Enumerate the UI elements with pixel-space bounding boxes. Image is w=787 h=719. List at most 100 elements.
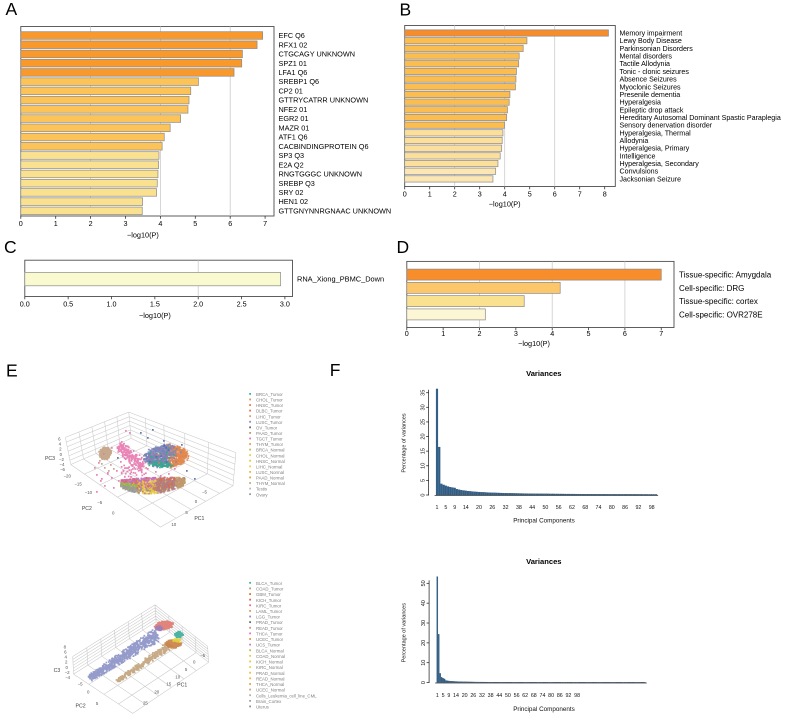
svg-text:−5: −5: [200, 653, 206, 658]
svg-text:−log10(P): −log10(P): [139, 311, 171, 320]
svg-text:SREBP1 Q6: SREBP1 Q6: [279, 77, 320, 86]
svg-text:3: 3: [514, 329, 518, 338]
svg-text:Brain_Cortex: Brain_Cortex: [256, 699, 282, 704]
svg-text:Tonic - clonic seizures: Tonic - clonic seizures: [620, 68, 690, 76]
svg-text:68: 68: [531, 693, 537, 699]
svg-text:4: 4: [158, 219, 162, 228]
svg-text:0: 0: [193, 659, 196, 664]
svg-text:UCEC_Normal: UCEC_Normal: [256, 688, 285, 693]
svg-text:GTTGNYNNRGNAAC UNKNOWN: GTTGNYNNRGNAAC UNKNOWN: [279, 207, 392, 216]
svg-text:Epileptic drop attack: Epileptic drop attack: [620, 106, 684, 114]
svg-text:3: 3: [478, 190, 482, 199]
svg-text:KICH_Tumor: KICH_Tumor: [256, 598, 282, 603]
svg-text:Convulsions: Convulsions: [620, 168, 659, 176]
svg-text:READ_Tumor: READ_Tumor: [256, 626, 283, 631]
svg-text:86: 86: [557, 693, 563, 699]
svg-text:20: 20: [421, 433, 427, 439]
svg-text:0: 0: [421, 493, 427, 496]
svg-text:35: 35: [421, 390, 427, 396]
svg-text:1.5: 1.5: [150, 300, 160, 309]
svg-text:80: 80: [548, 693, 554, 699]
svg-text:Principal Components: Principal Components: [513, 706, 575, 713]
svg-text:6: 6: [228, 219, 232, 228]
svg-text:62: 62: [522, 693, 528, 699]
svg-text:Hyperalgesia: Hyperalgesia: [620, 99, 661, 107]
svg-text:30: 30: [421, 404, 427, 410]
svg-text:5: 5: [193, 219, 197, 228]
svg-text:UCEC_Tumor: UCEC_Tumor: [256, 637, 284, 642]
svg-text:PRAD_Normal: PRAD_Normal: [256, 671, 285, 676]
svg-text:10: 10: [421, 463, 427, 469]
svg-text:SP3 Q3: SP3 Q3: [279, 151, 305, 160]
svg-text:Sensory denervation disorder: Sensory denervation disorder: [620, 122, 713, 130]
svg-text:Hyperalgesia, Primary: Hyperalgesia, Primary: [620, 145, 690, 153]
svg-text:−5: −5: [97, 500, 103, 505]
svg-text:0: 0: [60, 452, 63, 457]
svg-text:Hereditary Autosomal Dominant: Hereditary Autosomal Dominant Spastic Pa…: [620, 114, 781, 122]
svg-text:25: 25: [143, 701, 148, 706]
svg-text:LUSC_Normal: LUSC_Normal: [256, 470, 284, 475]
svg-text:CP2 01: CP2 01: [279, 87, 303, 96]
svg-text:PC2: PC2: [76, 704, 86, 710]
svg-text:5: 5: [528, 190, 532, 199]
svg-text:32: 32: [503, 505, 509, 511]
svg-text:Tactile Allodynia: Tactile Allodynia: [620, 60, 671, 68]
svg-text:−log10(P): −log10(P): [518, 339, 550, 348]
svg-text:2: 2: [65, 660, 68, 665]
svg-text:Uterus: Uterus: [256, 705, 270, 710]
svg-text:LUSC_Tumor: LUSC_Tumor: [256, 420, 283, 425]
svg-text:5: 5: [96, 701, 99, 706]
svg-text:5: 5: [185, 510, 188, 515]
svg-text:−15: −15: [74, 482, 82, 487]
svg-text:5: 5: [442, 693, 445, 699]
svg-text:56: 56: [556, 505, 562, 511]
svg-text:RNGTGGGC UNKNOWN: RNGTGGGC UNKNOWN: [279, 170, 363, 179]
svg-text:CHOL_Tumor: CHOL_Tumor: [256, 398, 283, 403]
svg-text:COAD_Tumor: COAD_Tumor: [256, 587, 284, 592]
svg-text:14: 14: [463, 505, 469, 511]
svg-text:92: 92: [565, 693, 571, 699]
svg-text:74: 74: [596, 505, 602, 511]
svg-text:50: 50: [421, 580, 427, 586]
svg-text:5: 5: [421, 479, 427, 482]
svg-text:2: 2: [453, 190, 457, 199]
svg-text:Cells_Leukemia_cell_line_CML: Cells_Leukemia_cell_line_CML: [256, 693, 317, 698]
svg-text:Ovary: Ovary: [256, 492, 268, 497]
svg-text:20: 20: [154, 690, 159, 695]
svg-text:THCA_Tumor: THCA_Tumor: [256, 632, 283, 637]
svg-text:SPZ1 01: SPZ1 01: [279, 59, 307, 68]
svg-text:6: 6: [553, 190, 557, 199]
svg-text:−4: −4: [65, 675, 71, 680]
svg-text:Testis: Testis: [256, 487, 268, 492]
svg-text:LIHC_Normal: LIHC_Normal: [256, 464, 282, 469]
svg-text:−log10(P): −log10(P): [489, 200, 521, 209]
svg-text:44: 44: [496, 693, 502, 699]
svg-text:−log10(P): −log10(P): [127, 231, 159, 240]
svg-text:PC2: PC2: [82, 506, 92, 512]
svg-text:HEN1 02: HEN1 02: [279, 197, 309, 206]
svg-text:Allodynia: Allodynia: [620, 137, 649, 145]
svg-text:15: 15: [421, 448, 427, 454]
svg-text:−2: −2: [65, 670, 71, 675]
svg-text:6: 6: [623, 329, 627, 338]
svg-text:−4: −4: [59, 462, 65, 467]
svg-text:PRAD_Tumor: PRAD_Tumor: [256, 620, 283, 625]
svg-text:BLCA_Normal: BLCA_Normal: [256, 648, 284, 653]
svg-text:Percentage of variances: Percentage of variances: [402, 603, 408, 663]
svg-text:RNA_Xiong_PBMC_Down: RNA_Xiong_PBMC_Down: [297, 275, 384, 284]
svg-text:LFA1 Q6: LFA1 Q6: [279, 68, 308, 77]
svg-text:2: 2: [89, 219, 93, 228]
svg-text:Presenile dementia: Presenile dementia: [620, 91, 681, 99]
svg-text:B: B: [400, 0, 412, 20]
svg-text:THYM_Normal: THYM_Normal: [256, 481, 285, 486]
svg-text:38: 38: [488, 693, 494, 699]
svg-text:44: 44: [529, 505, 535, 511]
svg-text:32: 32: [479, 693, 485, 699]
svg-text:0: 0: [421, 681, 427, 684]
svg-text:10: 10: [171, 522, 176, 527]
svg-text:PAAD_Tumor: PAAD_Tumor: [256, 431, 283, 436]
svg-text:98: 98: [649, 505, 655, 511]
svg-text:Tissue-specific: cortex: Tissue-specific: cortex: [679, 297, 758, 306]
svg-text:1: 1: [436, 505, 439, 511]
svg-text:68: 68: [582, 505, 588, 511]
